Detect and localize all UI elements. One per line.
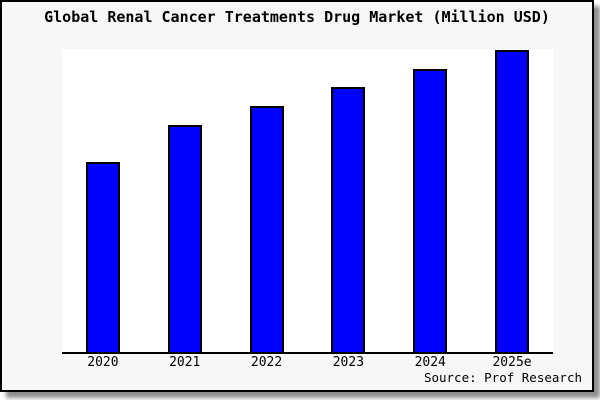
x-tick-label-2023: 2023: [332, 355, 365, 370]
chart-title: Global Renal Cancer Treatments Drug Mark…: [44, 8, 550, 26]
bar-2023: [331, 87, 366, 352]
bar-2025e: [495, 50, 530, 352]
bar-slot-2024: [389, 49, 471, 352]
bar-2020: [85, 162, 120, 352]
x-tick-label-2021: 2021: [169, 355, 201, 370]
chart-frame: Global Renal Cancer Treatments Drug Mark…: [0, 0, 594, 392]
bar-slot-2020: [62, 49, 144, 352]
bar-2021: [167, 124, 202, 352]
bar-slot-2023: [307, 49, 389, 352]
plot-area: [62, 49, 553, 354]
bar-slot-2021: [144, 49, 226, 352]
x-tick-label-2025e: 2025e: [492, 355, 532, 370]
bar-slot-2022: [226, 49, 308, 352]
x-tick-label-2024: 2024: [414, 355, 446, 370]
bar-2024: [413, 69, 448, 352]
bar-2022: [249, 105, 284, 352]
x-axis-labels: 2020 2021 2022 2023 2024 2025e: [62, 355, 553, 370]
x-tick-label-2022: 2022: [250, 355, 283, 370]
source-note: Source: Prof Research: [423, 370, 582, 385]
x-tick-label-2020: 2020: [87, 355, 119, 370]
bar-slot-2025e: [471, 49, 553, 352]
